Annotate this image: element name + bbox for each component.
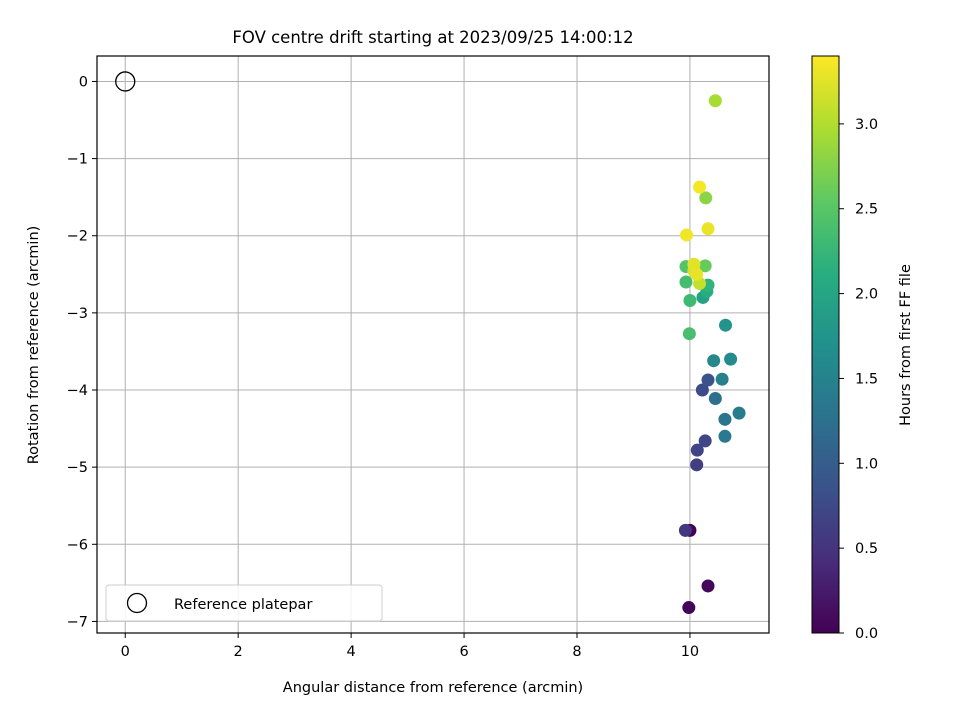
scatter-point bbox=[732, 406, 746, 420]
y-tick-label: −4 bbox=[67, 383, 88, 399]
y-tick-label: −5 bbox=[67, 460, 88, 476]
scatter-point bbox=[699, 191, 713, 205]
scatter-point bbox=[678, 523, 692, 537]
chart-title: FOV centre drift starting at 2023/09/25 … bbox=[232, 28, 633, 47]
colorbar-tick-label: 1.0 bbox=[855, 456, 878, 472]
y-tick-label: −6 bbox=[67, 537, 88, 553]
scatter-point bbox=[708, 391, 722, 405]
grid-lines bbox=[97, 56, 769, 633]
scatter-point bbox=[701, 373, 715, 387]
x-tick-label: 6 bbox=[459, 644, 468, 660]
scatter-point bbox=[679, 275, 693, 289]
x-tick-label: 0 bbox=[121, 644, 130, 660]
colorbar-tick-label: 0.5 bbox=[855, 541, 878, 557]
colorbar-tick-label: 0.0 bbox=[855, 626, 878, 642]
scatter-point bbox=[683, 294, 697, 308]
scatter-point bbox=[693, 180, 707, 194]
scatter-point bbox=[690, 443, 704, 457]
scatter-point bbox=[708, 94, 722, 108]
scatter-point bbox=[680, 228, 694, 242]
reference-marker bbox=[115, 71, 136, 92]
scatter-point bbox=[718, 429, 732, 443]
y-axis-ticks: 0 −1 −2 −3 −4 −5 −6 −7 bbox=[67, 74, 97, 630]
colorbar-tick-label: 2.5 bbox=[855, 202, 878, 218]
colorbar-tick-label: 1.5 bbox=[855, 371, 878, 387]
scatter-point bbox=[719, 318, 733, 332]
y-tick-label: −2 bbox=[67, 229, 88, 245]
plot-area-frame bbox=[96, 55, 770, 634]
colorbar-ticks: 0.0 0.5 1.0 1.5 2.0 2.5 3.0 bbox=[839, 117, 878, 642]
scatter-point bbox=[698, 259, 712, 273]
colorbar bbox=[811, 55, 840, 634]
y-tick-label: −3 bbox=[67, 306, 88, 322]
y-tick-label: −7 bbox=[67, 614, 88, 630]
legend-label: Reference platepar bbox=[174, 597, 312, 613]
colorbar-label: Hours from first FF file bbox=[898, 264, 914, 426]
legend-marker-icon bbox=[126, 592, 148, 614]
data-points bbox=[678, 94, 746, 615]
scatter-point bbox=[707, 354, 721, 368]
scatter-point bbox=[724, 352, 738, 366]
scatter-point bbox=[701, 579, 715, 593]
scatter-point bbox=[695, 383, 709, 397]
x-tick-label: 10 bbox=[681, 644, 699, 660]
scatter-point bbox=[682, 327, 696, 341]
scatter-point bbox=[715, 372, 729, 386]
legend: Reference platepar bbox=[105, 584, 383, 622]
scatter-point bbox=[682, 601, 696, 615]
x-tick-label: 2 bbox=[234, 644, 243, 660]
scatter-point bbox=[690, 267, 704, 281]
scatter-point bbox=[687, 257, 701, 271]
scatter-point bbox=[718, 412, 732, 426]
reference-point bbox=[115, 71, 136, 92]
colorbar-tick-label: 3.0 bbox=[855, 117, 878, 133]
y-tick-label: 0 bbox=[79, 74, 88, 90]
x-axis-ticks: 0 2 4 6 8 10 bbox=[121, 633, 699, 660]
colorbar-tick-label: 2.0 bbox=[855, 287, 878, 303]
x-tick-label: 8 bbox=[572, 644, 581, 660]
x-axis-label: Angular distance from reference (arcmin) bbox=[283, 680, 583, 696]
scatter-point bbox=[701, 222, 715, 236]
scatter-point bbox=[690, 458, 704, 472]
legend-box bbox=[105, 584, 383, 622]
y-axis-label: Rotation from reference (arcmin) bbox=[26, 226, 42, 465]
y-tick-label: −1 bbox=[67, 152, 88, 168]
x-tick-label: 4 bbox=[347, 644, 356, 660]
scatter-point bbox=[698, 434, 712, 448]
